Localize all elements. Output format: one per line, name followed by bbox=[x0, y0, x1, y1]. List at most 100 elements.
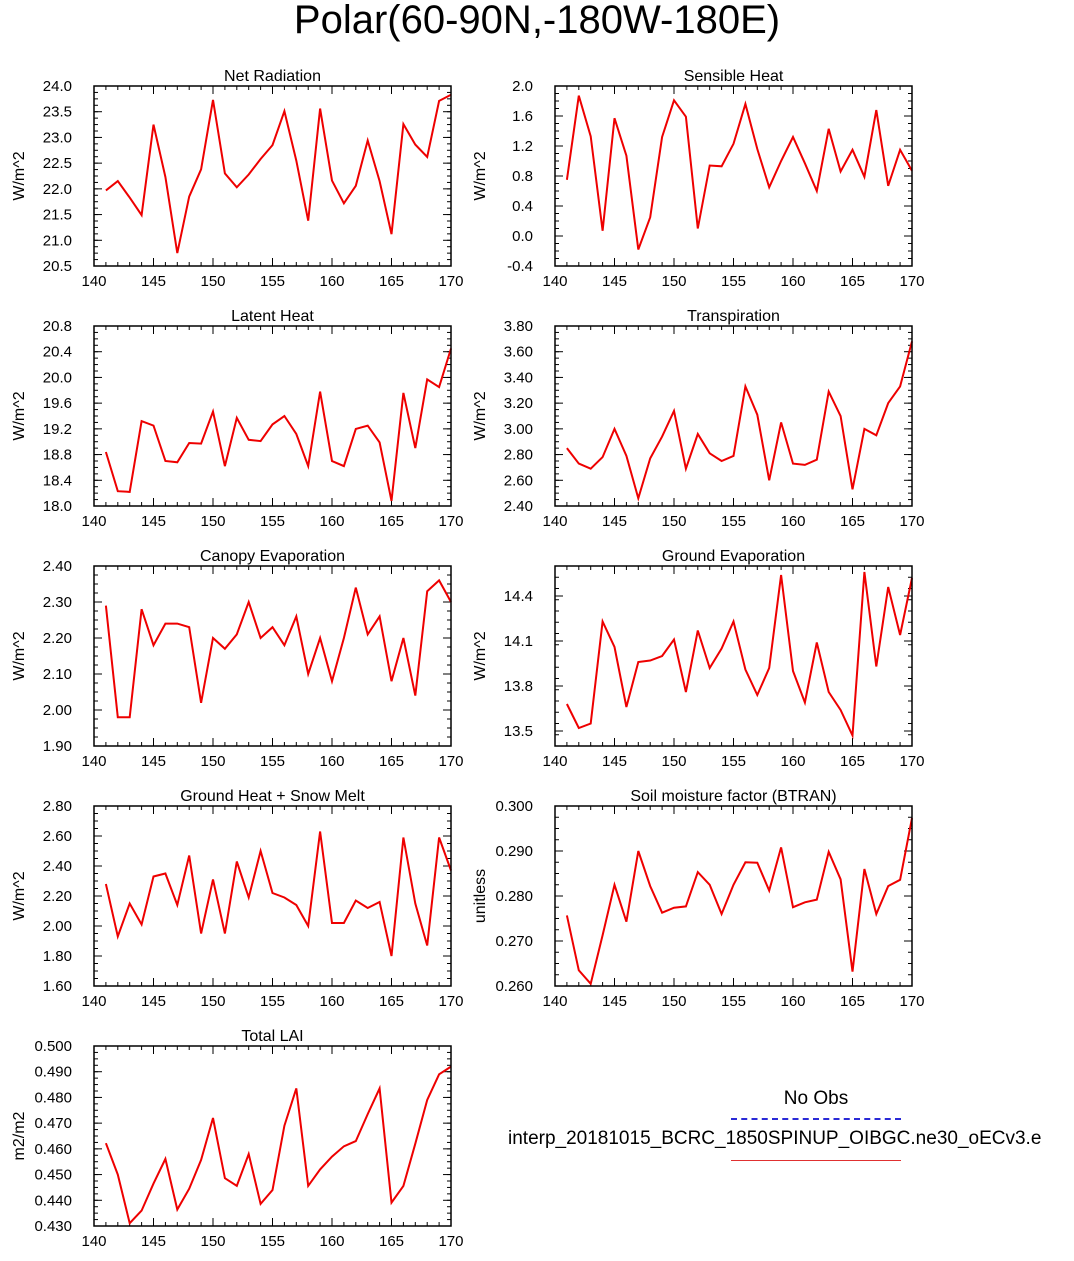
y-tick-label: 0.470 bbox=[34, 1115, 72, 1132]
y-tick-label: 0.490 bbox=[34, 1064, 72, 1081]
x-tick-label: 165 bbox=[840, 993, 865, 1010]
chart-title: Canopy Evaporation bbox=[200, 548, 345, 565]
y-tick-label: 20.0 bbox=[43, 369, 72, 386]
x-tick-label: 140 bbox=[542, 273, 567, 290]
y-tick-label: 0.440 bbox=[34, 1192, 72, 1209]
y-tick-label: 0.290 bbox=[495, 843, 533, 860]
x-tick-label: 145 bbox=[602, 273, 627, 290]
x-tick-label: 140 bbox=[81, 513, 106, 530]
chart-panel-3: Latent Heat W/m^2 140 145 150 155 160 165 170 18.… bbox=[11, 308, 464, 530]
y-tick-label: 14.1 bbox=[504, 633, 533, 650]
x-tick-label: 150 bbox=[200, 513, 225, 530]
y-tick-label: 0.0 bbox=[512, 228, 533, 245]
y-tick-label: 19.6 bbox=[43, 395, 72, 412]
x-tick-label: 160 bbox=[319, 273, 344, 290]
y-tick-label: 0.260 bbox=[495, 978, 533, 995]
data-series-line bbox=[104, 348, 452, 502]
data-series-line bbox=[104, 578, 452, 719]
y-tick-label: 2.40 bbox=[504, 498, 533, 515]
y-tick-label: 0.8 bbox=[512, 168, 533, 185]
legend-model-label: interp_20181015_BCRC_1850SPINUP_OIBGC.ne… bbox=[508, 1128, 1042, 1149]
data-series-line bbox=[105, 93, 452, 254]
x-tick-label: 165 bbox=[379, 273, 404, 290]
chart-panel-1: Net Radiation W/m^2 140 145 150 155 160 165 170 2… bbox=[11, 68, 464, 290]
y-tick-label: 21.5 bbox=[43, 207, 72, 224]
x-tick-label: 170 bbox=[438, 513, 463, 530]
y-tick-label: 19.2 bbox=[43, 421, 72, 438]
legend-model-line bbox=[731, 1160, 901, 1161]
y-tick-label: -0.4 bbox=[507, 258, 533, 275]
y-tick-label: 0.480 bbox=[34, 1089, 72, 1106]
y-tick-label: 24.0 bbox=[43, 78, 72, 95]
plot-frame bbox=[554, 325, 913, 507]
x-tick-label: 155 bbox=[721, 513, 746, 530]
y-tick-label: 20.8 bbox=[43, 318, 72, 335]
data-series-line bbox=[565, 95, 913, 250]
chart-title: Net Radiation bbox=[224, 68, 321, 85]
x-tick-label: 155 bbox=[721, 993, 746, 1010]
y-tick-label: 0.430 bbox=[34, 1218, 72, 1235]
y-tick-label: 2.40 bbox=[43, 858, 72, 875]
y-tick-label: 23.5 bbox=[43, 104, 72, 121]
y-tick-label: 2.80 bbox=[504, 447, 533, 464]
y-tick-label: 3.20 bbox=[504, 395, 533, 412]
y-tick-label: 1.2 bbox=[512, 138, 533, 155]
y-tick-label: 3.00 bbox=[504, 421, 533, 438]
x-tick-label: 150 bbox=[661, 753, 686, 770]
x-tick-label: 140 bbox=[81, 753, 106, 770]
x-tick-label: 155 bbox=[721, 273, 746, 290]
x-tick-label: 150 bbox=[661, 513, 686, 530]
x-tick-label: 160 bbox=[780, 993, 805, 1010]
data-series-line bbox=[566, 571, 913, 740]
chart-title: Transpiration bbox=[687, 308, 780, 325]
y-tick-label: 20.5 bbox=[43, 258, 72, 275]
y-tick-label: 22.5 bbox=[43, 155, 72, 172]
y-tick-label: 0.4 bbox=[512, 198, 533, 215]
y-tick-label: 2.00 bbox=[43, 702, 72, 719]
plot-frame bbox=[554, 805, 913, 987]
x-tick-label: 140 bbox=[542, 513, 567, 530]
y-tick-label: 2.20 bbox=[43, 888, 72, 905]
x-tick-label: 145 bbox=[141, 993, 166, 1010]
x-tick-label: 155 bbox=[260, 993, 285, 1010]
y-tick-label: 0.300 bbox=[495, 798, 533, 815]
y-tick-label: 3.60 bbox=[504, 344, 533, 361]
x-tick-label: 165 bbox=[840, 273, 865, 290]
x-tick-label: 170 bbox=[899, 513, 924, 530]
data-series-line bbox=[565, 817, 913, 986]
y-tick-label: 1.60 bbox=[43, 978, 72, 995]
y-tick-label: 18.8 bbox=[43, 447, 72, 464]
chart-panel-7: Ground Heat + Snow Melt W/m^2 140 145 150 155… bbox=[11, 788, 464, 1010]
x-tick-label: 170 bbox=[438, 753, 463, 770]
y-tick-label: 2.10 bbox=[43, 666, 72, 683]
x-tick-label: 165 bbox=[840, 513, 865, 530]
x-tick-label: 170 bbox=[438, 1233, 463, 1250]
x-tick-label: 140 bbox=[81, 273, 106, 290]
y-tick-label: 3.80 bbox=[504, 318, 533, 335]
x-tick-label: 160 bbox=[780, 273, 805, 290]
data-series-line bbox=[566, 341, 913, 502]
x-tick-label: 150 bbox=[661, 273, 686, 290]
figure-title: Polar(60-90N,-180W-180E) bbox=[293, 0, 781, 42]
x-tick-label: 170 bbox=[899, 273, 924, 290]
y-tick-label: 21.0 bbox=[43, 232, 72, 249]
plot-frame bbox=[554, 85, 913, 267]
chart-title: Total LAI bbox=[241, 1028, 303, 1045]
y-tick-label: 1.6 bbox=[512, 108, 533, 125]
plot-frame bbox=[93, 565, 452, 747]
x-tick-label: 140 bbox=[81, 1233, 106, 1250]
y-tick-label: 2.30 bbox=[43, 594, 72, 611]
data-series-line bbox=[104, 1065, 452, 1226]
y-axis-label: W/m^2 bbox=[472, 631, 489, 680]
x-tick-label: 160 bbox=[319, 1233, 344, 1250]
y-tick-label: 13.8 bbox=[504, 678, 533, 695]
y-axis-label: m2/m2 bbox=[11, 1111, 28, 1160]
plot-frame bbox=[93, 805, 452, 987]
x-tick-label: 170 bbox=[438, 273, 463, 290]
x-tick-label: 165 bbox=[840, 753, 865, 770]
x-tick-label: 145 bbox=[141, 513, 166, 530]
y-tick-label: 22.0 bbox=[43, 181, 72, 198]
plot-frame bbox=[93, 1045, 452, 1227]
y-tick-label: 3.40 bbox=[504, 369, 533, 386]
